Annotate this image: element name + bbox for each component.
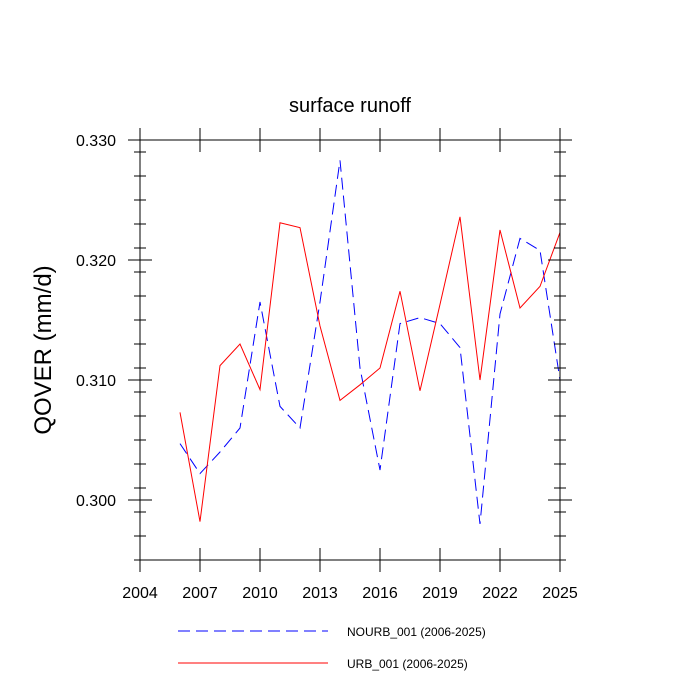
legend-label-1: NOURB_001 (2006-2025) — [347, 625, 486, 639]
x-tick-label-7: 2025 — [542, 585, 578, 602]
plot-lines — [179, 160, 561, 525]
x-tick-label-0: 2004 — [122, 585, 158, 602]
x-tick-label-2: 2010 — [242, 585, 278, 602]
y-axis-label: QOVER (mm/d) — [30, 265, 57, 434]
x-tick-label-3: 2013 — [302, 585, 338, 602]
x-tick-label-6: 2022 — [482, 585, 518, 602]
axis-ticks — [128, 128, 572, 572]
legend: NOURB_001 (2006-2025) URB_001 (2006-2025) — [178, 625, 486, 671]
y-tick-label-3: 0.330 — [76, 133, 116, 150]
chart-title: surface runoff — [289, 95, 411, 117]
y-tick-label-1: 0.310 — [76, 373, 116, 390]
y-tick-label-0: 0.300 — [76, 493, 116, 510]
plot-frame — [139, 139, 561, 561]
axis-tick-labels: 2004 2007 2010 2013 2016 2019 2022 2025 0.300 0.3… — [76, 133, 578, 602]
y-tick-label-2: 0.320 — [76, 253, 116, 270]
series-line-1 — [179, 160, 561, 525]
x-tick-label-1: 2007 — [182, 585, 218, 602]
legend-label-2: URB_001 (2006-2025) — [347, 657, 468, 671]
x-tick-label-4: 2016 — [362, 585, 398, 602]
x-tick-label-5: 2019 — [422, 585, 458, 602]
series-line-2 — [179, 216, 561, 522]
